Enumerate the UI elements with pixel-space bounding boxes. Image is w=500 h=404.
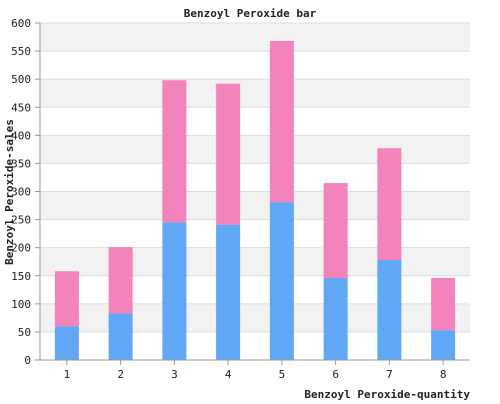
y-tick-labels: 0 50 100 150 200 250 300 350 400 450 500 550 600 [11,17,31,367]
plot-band [40,275,470,304]
bar-segment-series-1 [162,222,187,360]
x-tick-labels: 1 2 3 4 5 6 7 8 [64,368,447,381]
y-tick-label: 450 [11,101,31,114]
y-tick-label: 50 [18,326,31,339]
bar-segment-series-2 [162,80,187,223]
bar-segment-series-1 [269,202,294,360]
axes [35,22,470,365]
x-tick-label: 4 [225,368,232,381]
bar-segment-series-1 [108,313,133,360]
y-axis-title: Benzoyl Peroxide-sales [3,119,16,265]
bar-segment-series-2 [323,183,348,278]
bar-segment-series-2 [216,83,241,225]
y-tick-label: 300 [11,186,31,199]
x-tick-label: 5 [279,368,286,381]
x-tick-label: 6 [332,368,339,381]
y-tick-label: 600 [11,17,31,30]
bar-segment-series-2 [377,148,402,261]
y-tick-label: 200 [11,242,31,255]
plot-band [40,219,470,248]
bar-segment-series-2 [431,277,456,331]
x-tick-label: 2 [117,368,124,381]
y-tick-label: 100 [11,298,31,311]
bar-segment-series-1 [216,224,241,360]
plot-band [40,331,470,360]
y-tick-label: 400 [11,129,31,142]
x-tick-label: 7 [386,368,393,381]
x-axis-title: Benzoyl Peroxide-quantity [304,388,470,400]
bar-segment-series-2 [269,40,294,203]
y-tick-label: 250 [11,214,31,227]
bar-segment-series-2 [108,247,133,314]
x-tick-label: 3 [171,368,178,381]
plot-band [40,247,470,276]
plot-band [40,51,470,80]
chart-title: Benzoyl Peroxide bar [184,7,317,20]
bar-segment-series-2 [54,271,79,327]
plot-band [40,23,470,52]
y-tick-label: 550 [11,45,31,58]
bar-segment-series-1 [431,330,456,360]
plot-band [40,303,470,332]
y-tick-label: 0 [24,354,31,367]
y-tick-label: 500 [11,73,31,86]
x-tick-label: 8 [440,368,447,381]
y-tick-label: 150 [11,270,31,283]
bar-segment-series-1 [323,277,348,360]
y-tick-label: 350 [11,157,31,170]
plot-band [40,107,470,136]
plot-band [40,79,470,108]
x-tick-label: 1 [64,368,71,381]
plot-band [40,163,470,192]
bars-group [54,40,456,360]
plot-band [40,191,470,220]
plot-band [40,135,470,164]
bar-segment-series-1 [377,260,402,360]
bar-segment-series-1 [54,326,79,360]
